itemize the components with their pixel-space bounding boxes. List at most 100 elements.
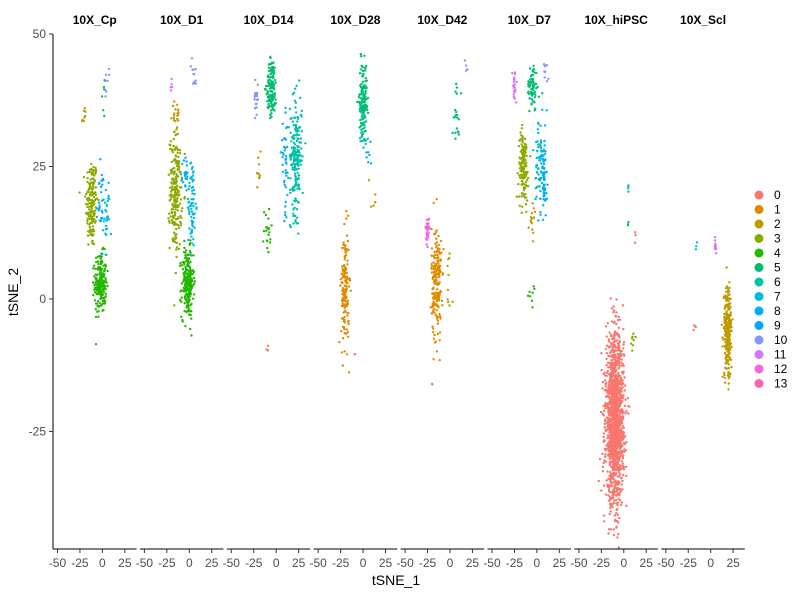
data-point — [603, 371, 606, 374]
data-point — [618, 364, 621, 367]
data-point — [300, 130, 303, 133]
data-point — [724, 325, 727, 328]
data-point — [181, 260, 184, 264]
data-point — [432, 358, 435, 361]
data-point — [532, 85, 535, 88]
data-point — [284, 211, 287, 214]
data-point — [100, 209, 104, 213]
data-point — [621, 424, 624, 427]
legend-key — [754, 219, 764, 229]
data-point — [95, 302, 98, 305]
data-point — [441, 304, 444, 307]
data-point — [341, 265, 344, 268]
data-point — [189, 251, 192, 255]
x-tick-label: -25 — [71, 556, 89, 570]
data-point — [266, 105, 269, 109]
data-point — [90, 234, 94, 237]
data-point — [613, 353, 616, 356]
data-point — [608, 414, 612, 418]
data-point — [608, 384, 611, 388]
data-point — [298, 79, 301, 82]
data-point — [289, 191, 292, 195]
data-point — [183, 262, 186, 265]
data-point — [339, 284, 342, 287]
data-point — [264, 213, 268, 217]
data-point — [724, 340, 728, 344]
data-point — [364, 98, 367, 101]
data-point — [185, 267, 188, 270]
data-point — [621, 362, 624, 366]
data-point — [435, 244, 438, 248]
data-point — [605, 416, 609, 419]
data-point — [726, 324, 730, 328]
data-point — [518, 161, 521, 164]
data-point — [530, 222, 534, 225]
data-point — [91, 281, 95, 284]
data-point — [296, 137, 299, 140]
data-point — [167, 219, 171, 223]
data-point — [609, 484, 612, 487]
data-point — [616, 430, 619, 434]
data-point — [345, 217, 348, 220]
data-point — [604, 402, 607, 405]
data-point — [531, 78, 535, 81]
data-point — [536, 140, 539, 143]
data-point — [608, 495, 612, 499]
data-point — [722, 295, 726, 298]
x-tick-label: 0 — [707, 556, 714, 570]
data-point — [534, 197, 537, 201]
data-point — [284, 213, 287, 217]
data-point — [610, 452, 613, 455]
data-point — [441, 272, 445, 275]
data-point — [432, 327, 435, 330]
x-tick-label: 0 — [620, 556, 627, 570]
data-point — [604, 385, 607, 388]
data-point — [186, 273, 190, 276]
data-point — [362, 146, 365, 149]
data-point — [602, 404, 605, 408]
data-point — [604, 379, 607, 382]
data-point — [612, 459, 615, 462]
data-point — [172, 137, 175, 141]
data-point — [528, 295, 532, 298]
data-point — [184, 185, 187, 188]
data-point — [171, 149, 174, 153]
data-point — [543, 192, 546, 195]
data-point — [94, 307, 98, 311]
data-point — [274, 98, 277, 101]
data-point — [101, 267, 104, 271]
data-point — [545, 109, 548, 112]
data-point — [614, 407, 617, 410]
data-point — [728, 324, 731, 327]
data-point — [186, 292, 189, 296]
data-point — [86, 180, 89, 184]
data-point — [90, 191, 94, 194]
data-point — [724, 313, 727, 316]
data-point — [627, 185, 630, 188]
data-point — [87, 208, 91, 211]
data-point — [613, 453, 616, 457]
data-point — [285, 126, 288, 130]
data-point — [626, 224, 630, 227]
data-point — [169, 140, 173, 143]
data-point — [603, 426, 606, 429]
data-point — [185, 173, 188, 176]
data-point — [174, 185, 177, 189]
data-point — [455, 113, 459, 117]
data-point — [184, 269, 188, 273]
data-point — [364, 67, 367, 70]
data-point — [620, 395, 623, 398]
data-point — [268, 78, 272, 82]
data-point — [174, 271, 177, 275]
data-point — [293, 172, 297, 175]
data-point — [602, 514, 606, 517]
data-point — [169, 172, 173, 175]
data-point — [613, 320, 616, 324]
data-point — [361, 97, 364, 100]
data-point — [175, 218, 178, 221]
data-point — [608, 397, 612, 401]
data-point — [611, 434, 614, 438]
data-point — [88, 222, 92, 225]
data-point — [633, 241, 637, 244]
data-point — [366, 137, 369, 140]
